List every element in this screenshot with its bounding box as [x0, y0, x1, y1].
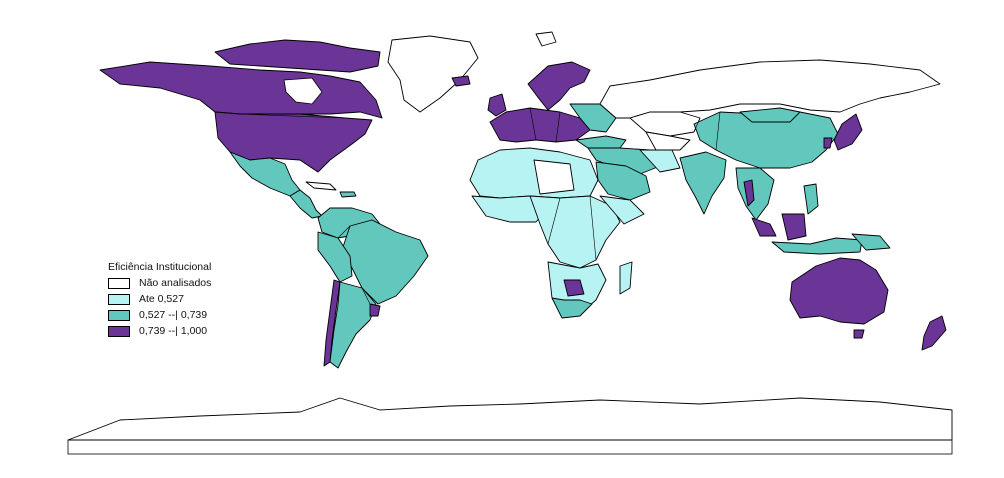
- malaysia-sumatra: [751, 217, 777, 237]
- svalbard: [535, 31, 557, 47]
- canadian-arctic-islands: [214, 39, 381, 73]
- caribbean-islands: [339, 191, 357, 198]
- india: [679, 151, 727, 215]
- legend-label: Ate 0,527: [139, 293, 184, 305]
- peru-bolivia: [317, 231, 353, 283]
- indonesia: [771, 237, 863, 255]
- botswana: [563, 279, 585, 297]
- north-africa: [469, 147, 599, 199]
- turkey: [575, 135, 627, 149]
- legend-label: Não analisados: [139, 277, 212, 289]
- central-asia: [645, 131, 691, 151]
- borneo: [781, 213, 807, 241]
- southeast-asia: [735, 167, 775, 221]
- border-lines: [239, 107, 721, 305]
- iran: [639, 149, 681, 173]
- legend-item-high: 0,739 --| 1,000: [108, 323, 268, 339]
- legend-label: 0,739 --| 1,000: [139, 325, 208, 337]
- japan: [833, 113, 863, 151]
- legend-title: Eficiência Institucional: [108, 261, 212, 273]
- sahara-unanalysed: [533, 159, 575, 195]
- south-africa: [551, 297, 593, 319]
- uk-ireland: [487, 93, 507, 117]
- western-europe: [489, 107, 591, 143]
- madagascar: [619, 261, 633, 295]
- greenland: [387, 35, 479, 113]
- legend-item-low: Ate 0,527: [108, 291, 268, 307]
- horn-of-africa: [599, 195, 645, 225]
- uruguay: [369, 303, 381, 317]
- argentina: [329, 281, 377, 369]
- mongolia: [739, 107, 801, 123]
- legend-swatch: [108, 293, 130, 305]
- iceland: [451, 75, 471, 87]
- central-africa: [529, 195, 621, 269]
- australia: [789, 257, 889, 325]
- map-frame: [67, 439, 953, 455]
- middle-east: [587, 147, 661, 175]
- cuba: [305, 181, 337, 191]
- antarctica: [67, 397, 953, 441]
- legend-swatch: [108, 309, 130, 321]
- legend-item-not-analyzed: Não analisados: [108, 275, 268, 291]
- philippines: [803, 183, 819, 215]
- tasmania: [853, 329, 865, 339]
- new-zealand: [921, 315, 947, 351]
- saudi-arabia: [595, 161, 651, 201]
- map-legend: Eficiência Institucional Não analisados …: [108, 261, 268, 339]
- scandinavia: [527, 61, 591, 111]
- south-korea: [823, 137, 833, 149]
- papua: [851, 233, 891, 251]
- legend-swatch: [108, 325, 130, 337]
- thailand: [743, 179, 755, 207]
- kazakhstan: [629, 111, 701, 137]
- central-america: [289, 189, 323, 219]
- legend-item-mid: 0,527 --| 0,739: [108, 307, 268, 323]
- legend-label: 0,527 --| 0,739: [139, 309, 208, 321]
- hudson-bay: [283, 77, 323, 105]
- legend-swatch: [108, 277, 130, 289]
